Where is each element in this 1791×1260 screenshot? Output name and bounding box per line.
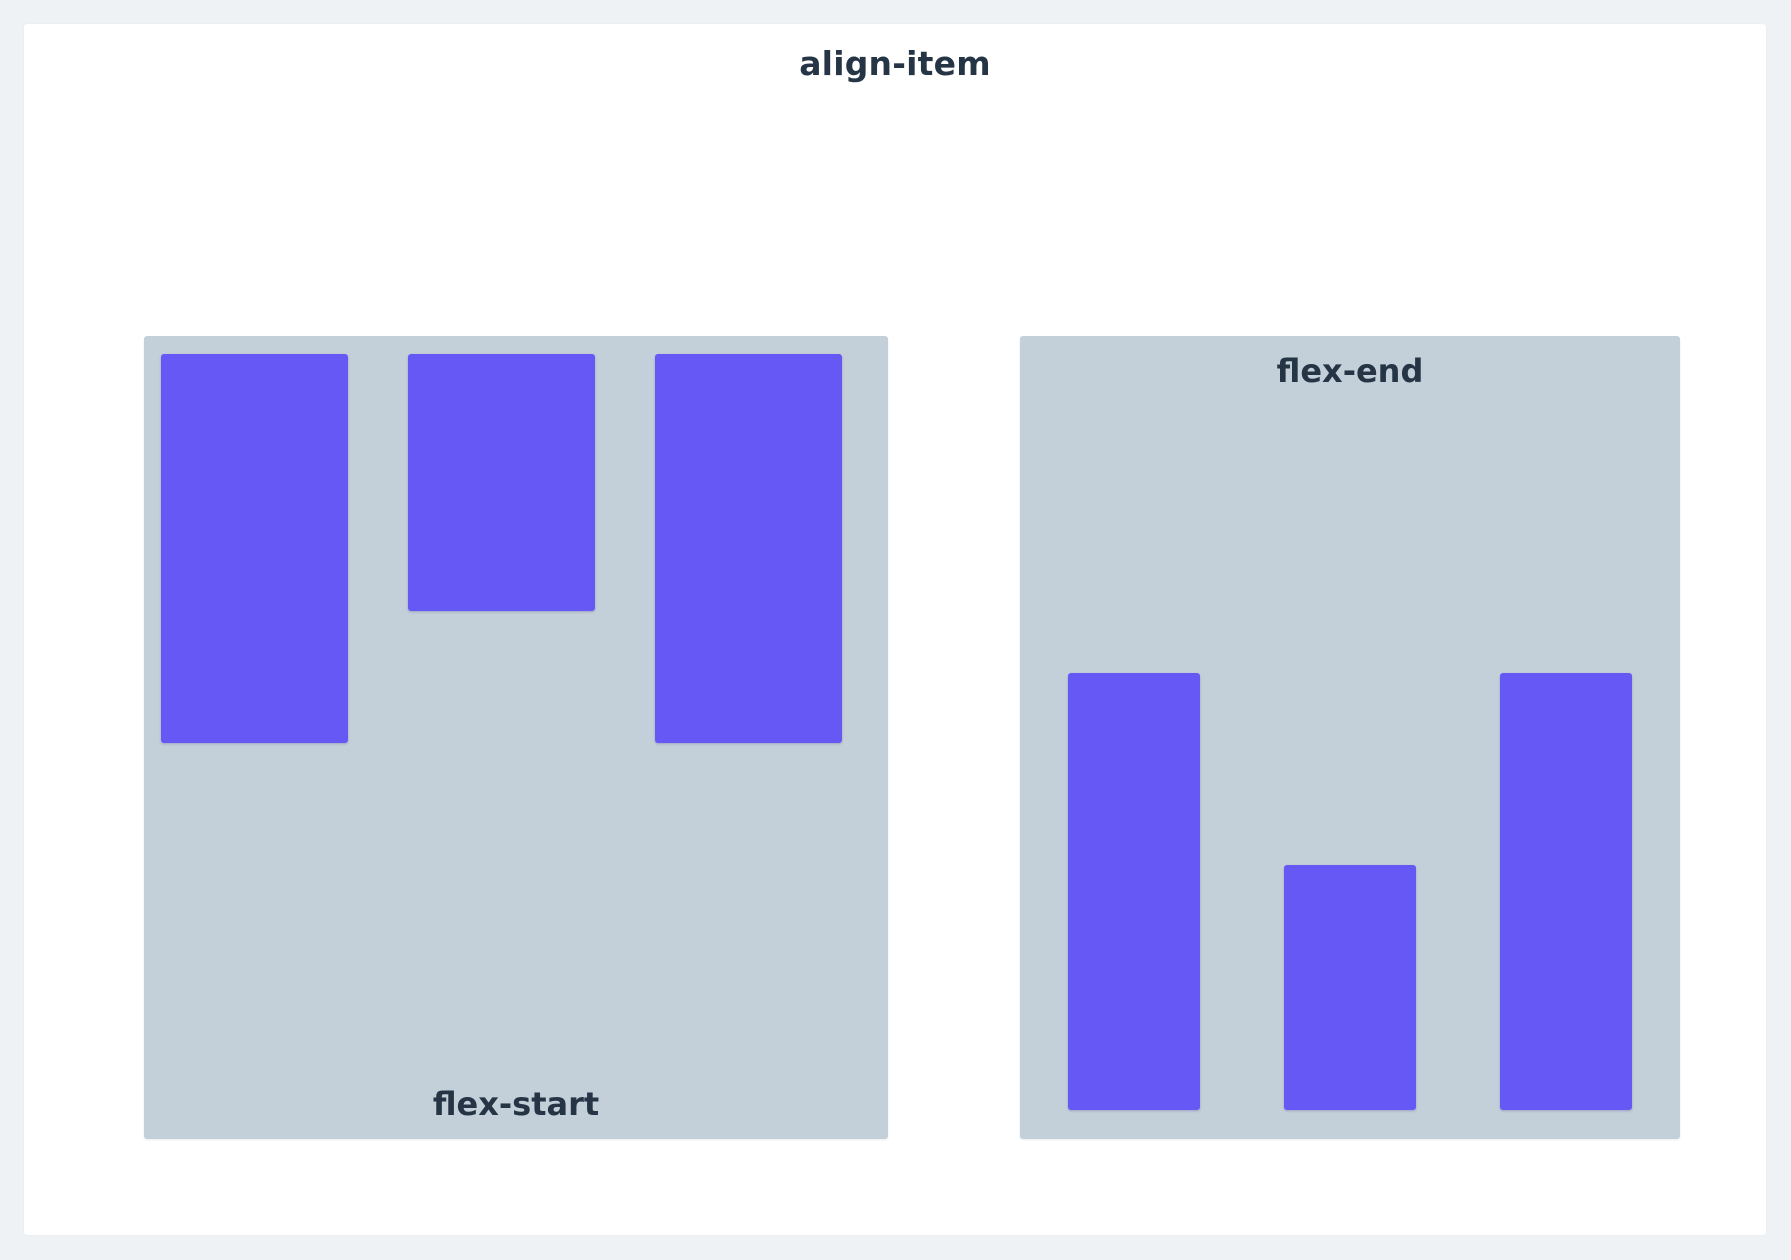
flex-end-label: flex-end [1276, 352, 1424, 390]
flex-item-1 [161, 354, 348, 743]
flex-end-container: flex-end [1020, 336, 1680, 1139]
flex-item-1 [1068, 673, 1200, 1110]
page-title: align-item [799, 44, 991, 83]
demo-card: align-item flex-start flex-end [24, 24, 1766, 1235]
flex-item-2 [408, 354, 595, 611]
flex-item-2 [1284, 865, 1416, 1110]
flex-item-3 [1500, 673, 1632, 1110]
flex-start-container: flex-start [144, 336, 888, 1139]
flex-item-3 [655, 354, 842, 743]
flex-start-label: flex-start [432, 1085, 600, 1123]
